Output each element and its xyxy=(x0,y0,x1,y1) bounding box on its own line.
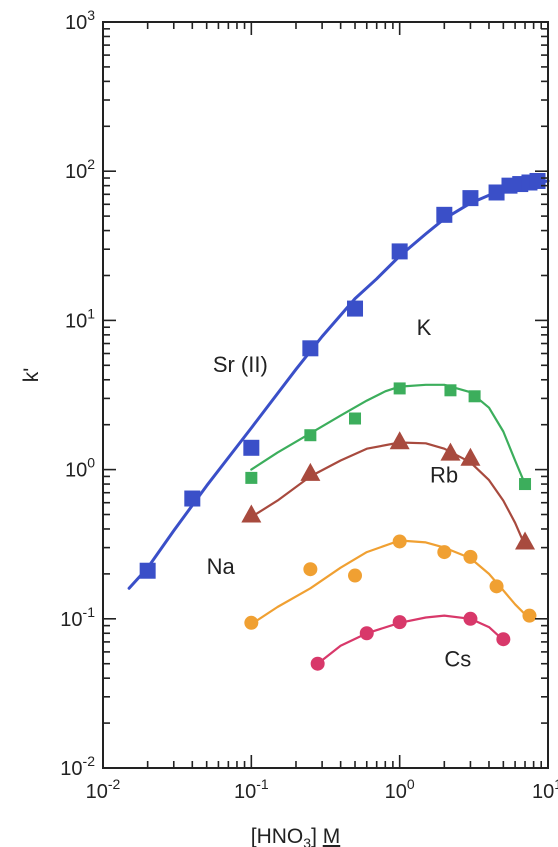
tick-label-exponent: -2 xyxy=(108,776,121,792)
tick-label-base: 10 xyxy=(65,460,87,482)
fit-curve-cs xyxy=(316,614,505,665)
tick-label-exponent: 0 xyxy=(87,455,95,471)
tick-label-base: 10 xyxy=(65,12,87,34)
series-label: Rb xyxy=(430,462,458,487)
tick-label-exponent: 1 xyxy=(554,776,558,792)
x-axis-title-unit: M xyxy=(323,825,341,847)
x-axis-title: [HNO3] M xyxy=(251,825,340,847)
tick-label-exponent: -1 xyxy=(83,604,96,620)
data-point-na xyxy=(303,562,318,577)
tick-label-base: 10 xyxy=(65,161,87,183)
data-point-rb xyxy=(515,531,536,550)
series-label: Sr (II) xyxy=(213,352,268,377)
x-tick-label: 10-1 xyxy=(234,776,269,803)
data-point-srii xyxy=(184,490,201,507)
fit-curve-srii xyxy=(127,179,550,590)
data-point-rb xyxy=(460,447,481,466)
data-point-k xyxy=(393,382,406,395)
x-tick-label: 101 xyxy=(532,776,558,803)
data-point-na xyxy=(348,568,363,583)
data-point-srii xyxy=(243,439,260,456)
fit-curve-k xyxy=(250,383,527,486)
series-label: Cs xyxy=(444,646,471,671)
fit-curves xyxy=(127,179,550,665)
data-point-srii xyxy=(462,190,479,207)
tick-label-base: 10 xyxy=(60,609,82,631)
data-point-cs xyxy=(463,611,478,626)
data-point-srii xyxy=(302,340,319,357)
data-point-k xyxy=(519,478,532,491)
axis-titles: [HNO3] Mk' xyxy=(20,368,340,847)
data-point-srii xyxy=(139,562,156,579)
tick-label-base: 10 xyxy=(385,781,407,803)
data-point-rb xyxy=(300,462,321,481)
data-point-srii xyxy=(436,206,453,223)
tick-label-exponent: -2 xyxy=(83,753,96,769)
y-tick-label: 100 xyxy=(65,455,95,482)
tick-label-exponent: 1 xyxy=(87,305,95,321)
data-point-rb xyxy=(241,504,262,523)
data-point-srii xyxy=(488,184,505,201)
x-tick-label: 100 xyxy=(385,776,415,803)
data-point-na xyxy=(522,608,537,623)
tick-label-base: 10 xyxy=(86,781,108,803)
data-point-na xyxy=(244,615,259,630)
series-annotations: Sr (II) K Rb Na Cs xyxy=(207,315,472,671)
y-tick-label: 10-1 xyxy=(60,604,95,631)
data-point-srii xyxy=(347,300,364,317)
y-tick-label: 101 xyxy=(65,305,95,332)
data-point-k xyxy=(245,471,258,484)
y-tick-label: 103 xyxy=(65,7,95,34)
data-point-cs xyxy=(496,632,511,647)
tick-label-base: 10 xyxy=(532,781,554,803)
data-point-cs xyxy=(392,615,407,630)
data-point-na xyxy=(392,534,407,549)
x-tick-label: 10-2 xyxy=(86,776,121,803)
data-point-k xyxy=(468,390,481,403)
data-point-k xyxy=(304,429,317,442)
plot-frame xyxy=(102,21,549,769)
y-axis-title: k' xyxy=(20,368,43,383)
data-point-k xyxy=(349,412,362,425)
tick-label-base: 10 xyxy=(234,781,256,803)
fit-curve-rb xyxy=(243,441,527,547)
data-point-srii xyxy=(391,243,408,260)
data-point-rb xyxy=(440,442,461,461)
data-point-cs xyxy=(359,626,374,641)
series-label: K xyxy=(417,315,432,340)
x-axis-title-subscript: 3 xyxy=(303,835,311,847)
tick-label-base: 10 xyxy=(65,310,87,332)
data-point-na xyxy=(489,579,504,594)
x-axis-title-close: ] xyxy=(311,825,323,847)
data-point-cs xyxy=(310,656,325,671)
data-point-k xyxy=(444,384,457,397)
data-point-rb xyxy=(389,431,410,450)
tick-label-exponent: 3 xyxy=(87,7,95,23)
data-markers xyxy=(139,172,546,671)
tick-label-base: 10 xyxy=(60,758,82,780)
data-point-na xyxy=(463,549,478,564)
data-point-na xyxy=(437,545,452,560)
y-tick-label: 102 xyxy=(65,156,95,183)
fit-curve-na xyxy=(250,539,531,626)
plot-axes xyxy=(102,21,549,769)
data-point-srii xyxy=(529,172,546,189)
tick-label-exponent: 2 xyxy=(87,156,95,172)
y-tick-label: 10-2 xyxy=(60,753,95,780)
tick-label-exponent: -1 xyxy=(256,776,269,792)
tick-label-exponent: 0 xyxy=(407,776,415,792)
x-axis-title-main: [HNO xyxy=(251,825,304,847)
series-label: Na xyxy=(207,554,236,579)
